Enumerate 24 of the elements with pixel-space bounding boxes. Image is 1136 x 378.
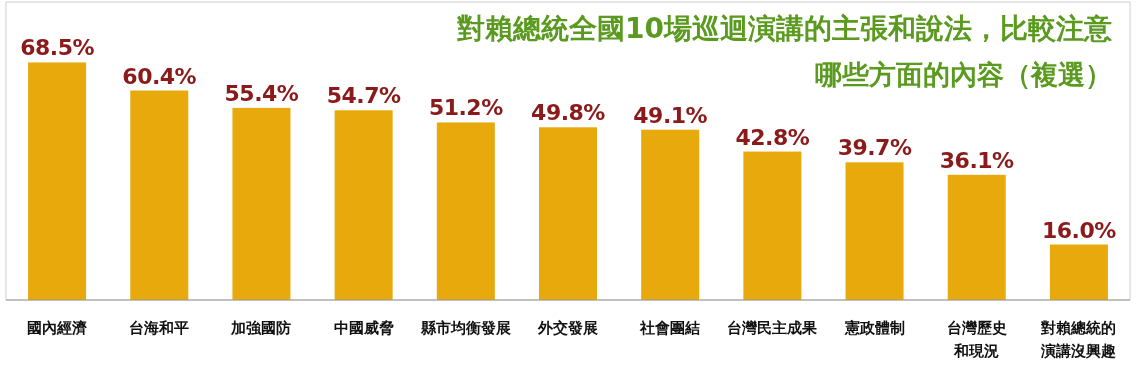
chart-subtitle: 哪些方面的內容（複選） [815, 59, 1112, 90]
data-label: 36.1% [939, 147, 1015, 173]
x-tick-label: 縣市均衡發展 [419, 319, 511, 337]
x-tick-label: 中國威脅 [333, 319, 394, 337]
data-label: 39.7% [837, 135, 912, 161]
x-tick-label: 台海和平 [129, 319, 190, 337]
x-tick-label: 台灣歷史和現況 [946, 319, 1007, 360]
chart-title: 對賴總統全國10場巡迴演講的主張和說法，比較注意 [456, 12, 1113, 45]
data-label: 68.5% [20, 35, 95, 61]
data-label: 51.2% [428, 95, 504, 121]
x-tick-label: 對賴總統的演講沒興趣 [1040, 319, 1117, 360]
x-tick-label: 加強國防 [230, 319, 292, 337]
data-label: 16.0% [1041, 217, 1117, 243]
data-label: 55.4% [224, 80, 299, 106]
x-tick-label: 外交發展 [537, 319, 598, 337]
x-tick-label: 社會團結 [639, 319, 701, 337]
data-label: 49.1% [633, 102, 708, 128]
x-tick-label: 國內經濟 [27, 319, 89, 337]
x-tick-label: 台灣民主成果 [727, 319, 819, 337]
data-label: 49.8% [531, 100, 606, 126]
data-label: 54.7% [326, 83, 401, 109]
data-label: 60.4% [122, 63, 197, 89]
x-tick-label: 憲政體制 [843, 319, 905, 337]
data-label: 42.8% [735, 124, 810, 150]
